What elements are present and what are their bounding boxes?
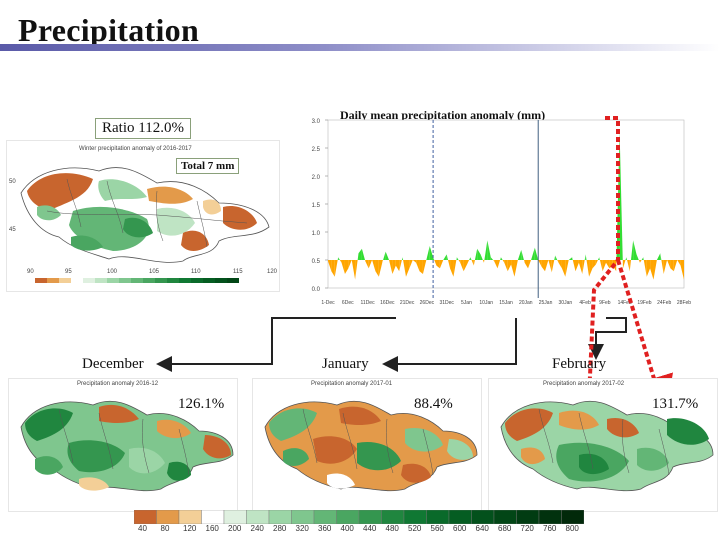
colorbar-label: 280 — [273, 524, 286, 533]
y-tick-label: 0.5 — [312, 259, 321, 265]
total-box: Total 7 mm — [176, 158, 239, 174]
y-tick-label: 3.0 — [312, 119, 321, 125]
colorbar-label: 640 — [476, 524, 489, 533]
y-tick-label: 2.0 — [312, 175, 321, 181]
x-tick-label: 15Jan — [499, 300, 513, 306]
colorbar-label: 440 — [363, 524, 376, 533]
x-tick-label: 16Dec — [380, 300, 395, 306]
winter-map-ytick: 50 — [9, 179, 16, 185]
x-tick-label: 25Jan — [539, 300, 553, 306]
winter-map-ytick: 45 — [9, 227, 16, 233]
precip-colorbar — [134, 510, 584, 524]
colorbar-swatch — [449, 510, 472, 524]
x-tick-label: 10Jan — [479, 300, 493, 306]
x-tick-label: 20Jan — [519, 300, 533, 306]
winter-map-xtick: 90 — [27, 269, 34, 275]
colorbar-label: 320 — [296, 524, 309, 533]
x-tick-label: 11Dec — [361, 300, 376, 306]
colorbar-swatch — [562, 510, 585, 524]
daily-precip-chart: 0.0 0.5 1.0 1.5 2.0 2.5 3.0 1-Dec 6Dec 11Dec 16Dec… — [296, 112, 696, 312]
winter-map-xtick: 95 — [65, 269, 72, 275]
x-tick-label: 9Feb — [599, 300, 611, 306]
x-tick-label: 28Feb — [677, 300, 691, 306]
colorbar-swatch — [202, 510, 225, 524]
colorbar-swatch — [224, 510, 247, 524]
x-tick-label: 31Dec — [439, 300, 454, 306]
colorbar-label: 40 — [138, 524, 147, 533]
y-tick-label: 1.0 — [312, 231, 321, 237]
colorbar-label: 160 — [206, 524, 219, 533]
x-tick-label: 26Dec — [420, 300, 435, 306]
x-tick-label: 14Feb — [618, 300, 632, 306]
colorbar-swatch — [337, 510, 360, 524]
month-label-february: February — [552, 356, 606, 373]
x-tick-label: 21Dec — [400, 300, 415, 306]
x-tick-label: 19Feb — [637, 300, 651, 306]
colorbar-swatch — [247, 510, 270, 524]
colorbar-swatch — [292, 510, 315, 524]
january-percent: 88.4% — [414, 396, 453, 413]
colorbar-swatch — [382, 510, 405, 524]
winter-map-xtick: 115 — [233, 269, 243, 275]
colorbar-label: 400 — [341, 524, 354, 533]
colorbar-label: 560 — [431, 524, 444, 533]
january-connector — [386, 318, 516, 364]
colorbar-swatch — [472, 510, 495, 524]
february-connector — [596, 318, 626, 356]
title-underline — [0, 44, 720, 51]
colorbar-swatch — [314, 510, 337, 524]
colorbar-label: 600 — [453, 524, 466, 533]
colorbar-label: 120 — [183, 524, 196, 533]
colorbar-label: 760 — [543, 524, 556, 533]
colorbar-labels: 40 80 120 160 200 240 280 320 360 400 440 480 520 560… — [134, 524, 584, 536]
colorbar-label: 360 — [318, 524, 331, 533]
winter-map-xtick: 100 — [107, 269, 117, 275]
winter-map-xtick: 105 — [149, 269, 159, 275]
colorbar-label: 520 — [408, 524, 421, 533]
colorbar-label: 240 — [251, 524, 264, 533]
y-tick-label: 2.5 — [312, 147, 321, 153]
y-tick-label: 0.0 — [312, 287, 321, 293]
x-tick-label: 1-Dec — [321, 300, 335, 306]
month-label-december: December — [82, 356, 144, 373]
colorbar-label: 80 — [161, 524, 170, 533]
month-label-january: January — [322, 356, 369, 373]
december-percent: 126.1% — [178, 396, 224, 413]
winter-map-xtick: 110 — [191, 269, 201, 275]
x-tick-label: 30Jan — [559, 300, 573, 306]
x-tick-label: 24Feb — [657, 300, 671, 306]
colorbar-swatch — [494, 510, 517, 524]
colorbar-swatch — [427, 510, 450, 524]
colorbar-label: 680 — [498, 524, 511, 533]
colorbar-label: 800 — [566, 524, 579, 533]
x-tick-label: 4Feb — [579, 300, 591, 306]
x-tick-label: 5Jan — [461, 300, 472, 306]
colorbar-label: 720 — [521, 524, 534, 533]
colorbar-swatch — [134, 510, 157, 524]
colorbar-swatch — [269, 510, 292, 524]
colorbar-swatch — [539, 510, 562, 524]
colorbar-label: 200 — [228, 524, 241, 533]
x-tick-label: 6Dec — [342, 300, 354, 306]
colorbar-swatch — [517, 510, 540, 524]
winter-map-xtick: 120 — [267, 269, 277, 275]
february-percent: 131.7% — [652, 396, 698, 413]
colorbar-swatch — [179, 510, 202, 524]
y-tick-label: 1.5 — [312, 203, 321, 209]
ratio-box: Ratio 112.0% — [95, 118, 191, 139]
colorbar-swatch — [157, 510, 180, 524]
colorbar-swatch — [404, 510, 427, 524]
colorbar-swatch — [359, 510, 382, 524]
colorbar-label: 480 — [386, 524, 399, 533]
